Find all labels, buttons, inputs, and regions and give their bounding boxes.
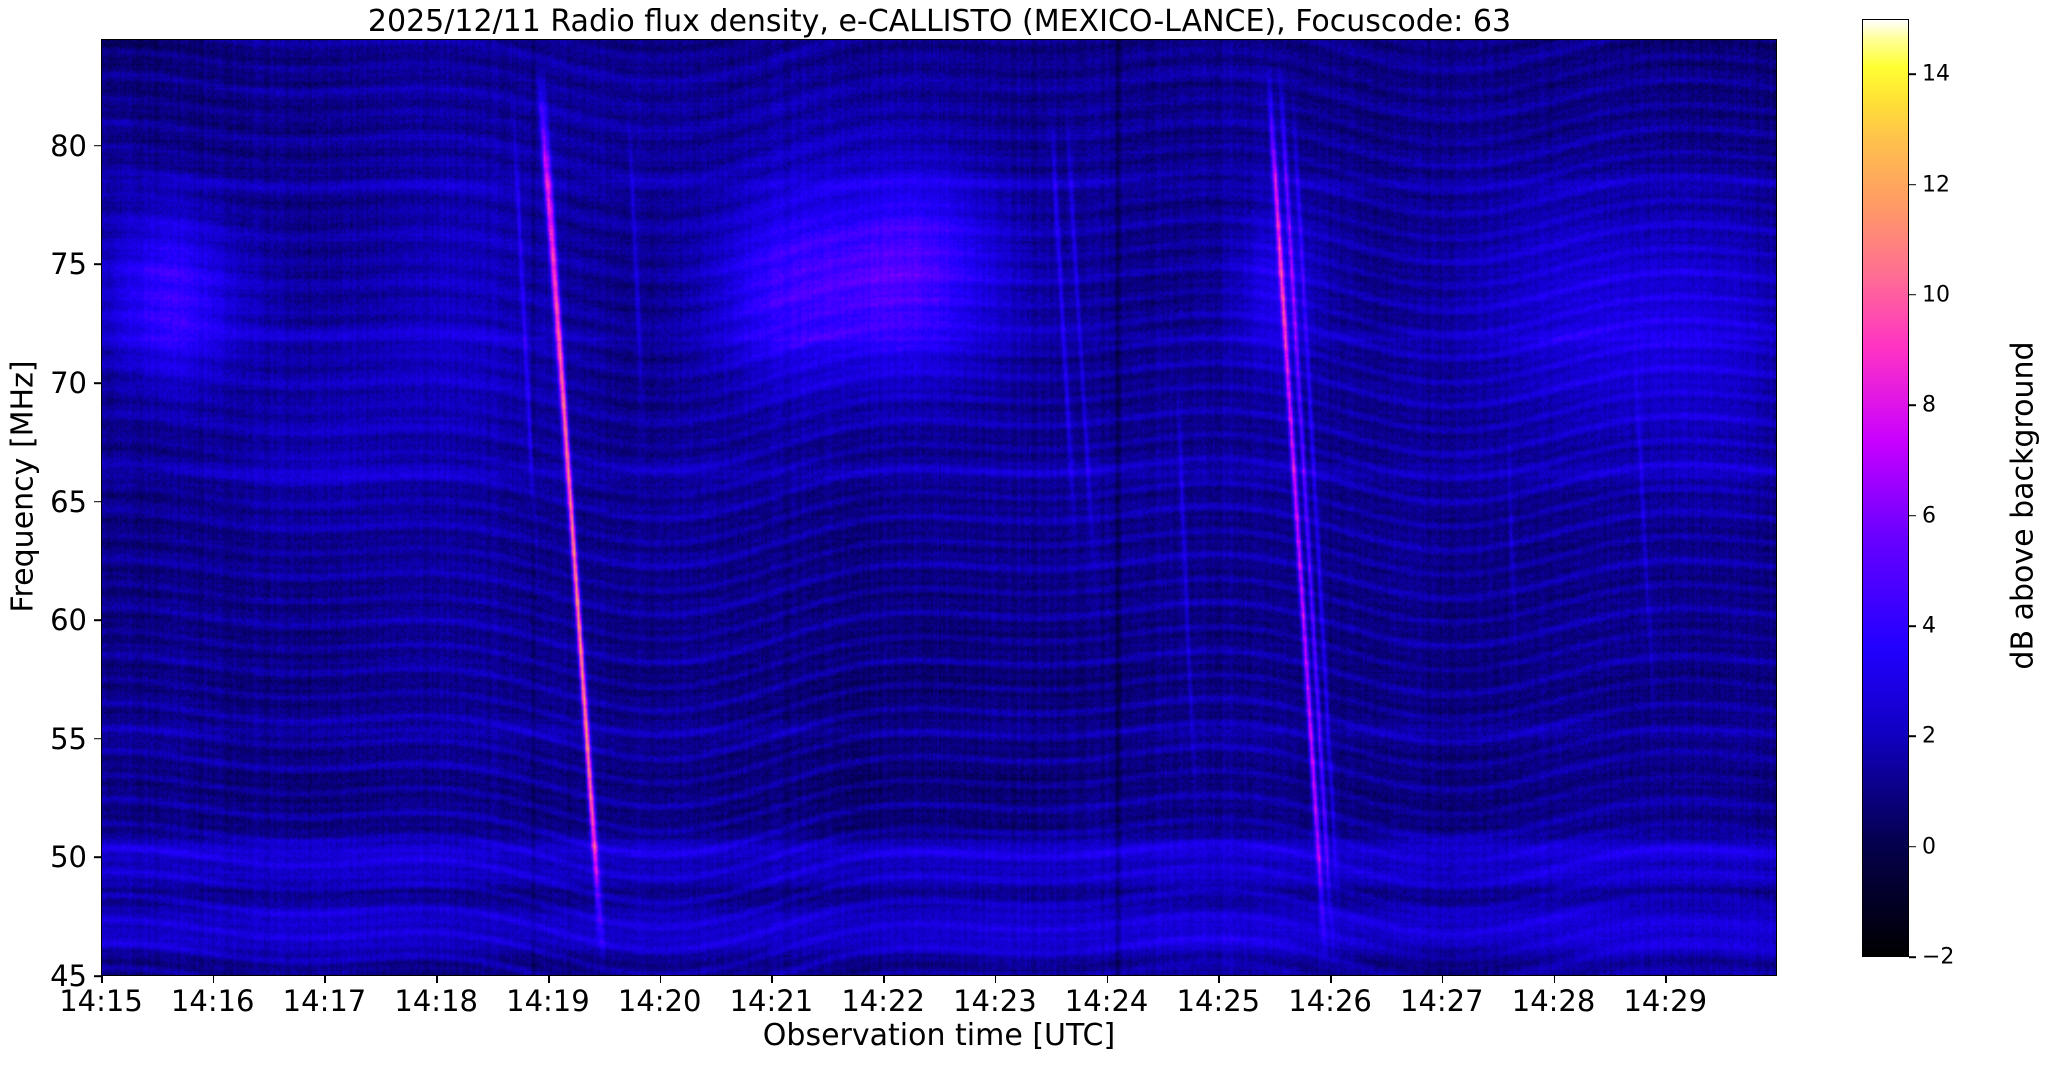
y-axis-label: Frequency [MHz] [5,360,41,613]
y-tick-mark [94,500,101,503]
x-tick-mark [436,976,438,983]
colorbar-tick-mark [1909,404,1916,407]
x-tick-mark [324,976,327,983]
y-tick-label: 45 [50,959,87,993]
colorbar-tick-label: 2 [1922,723,1936,749]
x-tick-label: 14:20 [617,984,702,1018]
y-tick-label: 55 [50,721,87,756]
x-tick-mark [212,976,215,983]
y-tick-label: 80 [50,128,87,163]
x-tick-mark [1330,976,1332,983]
x-axis: 14:15 14:16 14:17 14:18 14:19 14:20 14:21 14:22… [59,976,1777,1022]
colorbar-tick-label: 8 [1922,392,1936,418]
y-tick-mark [94,144,101,147]
colorbar-tick-label: 10 [1922,282,1950,308]
spectrogram-axes[interactable] [101,39,1777,976]
x-tick-label: 14:19 [506,984,590,1018]
x-tick-label: 14:21 [729,984,814,1018]
colorbar-tick-label: 0 [1922,834,1936,860]
colorbar-tick-label: −2 [1922,944,1955,970]
spectrogram-image [102,40,1776,975]
x-tick-label: 14:26 [1288,984,1372,1018]
x-tick-label: 14:27 [1400,984,1484,1018]
x-axis-label: Observation time [UTC] [762,1018,1116,1053]
x-tick-label: 14:29 [1623,984,1708,1018]
y-tick-label: 70 [50,365,87,400]
x-tick-mark [547,976,550,983]
y-tick-mark [94,382,101,384]
colorbar-gradient [1862,19,1909,957]
x-tick-label: 14:17 [282,984,367,1018]
colorbar-tick-label: 14 [1922,61,1950,87]
y-tick-label: 65 [50,484,87,519]
y-tick-mark [94,263,101,266]
page-title: 2025/12/11 Radio flux density, e-CALLIST… [367,4,1512,39]
x-tick-label: 14:25 [1176,984,1261,1018]
x-tick-label: 14:22 [841,984,925,1018]
colorbar-tick-mark [1909,735,1916,738]
y-tick-mark [94,737,101,740]
x-tick-label: 14:24 [1064,984,1149,1018]
colorbar-tick-mark [1909,73,1916,75]
x-tick-mark [101,976,103,983]
colorbar-tick-mark [1909,956,1916,958]
x-tick-mark [994,976,997,983]
x-tick-label: 14:18 [394,984,478,1018]
x-tick-mark [659,976,662,983]
colorbar-tick-label: 6 [1922,503,1936,529]
x-tick-label: 14:16 [170,984,255,1018]
x-tick-mark [771,976,773,983]
x-tick-mark [883,976,885,983]
y-tick-label: 60 [50,603,87,638]
x-tick-label: 14:23 [953,984,1037,1018]
x-tick-label: 14:15 [59,984,143,1018]
colorbar-tick-mark [1909,294,1916,296]
x-tick-label: 14:28 [1511,984,1596,1018]
x-tick-mark [1218,976,1220,983]
y-tick-label: 75 [50,247,87,282]
y-tick-mark [94,856,101,859]
y-tick-label: 50 [50,840,87,875]
x-tick-mark [1665,976,1667,983]
x-tick-mark [1106,976,1109,983]
colorbar-tick-mark [1909,183,1916,186]
colorbar-tick-mark [1909,625,1916,627]
x-tick-mark [1553,976,1556,983]
colorbar-tick-mark [1909,514,1916,517]
y-axis: 45 50 55 60 65 70 75 80 [0,39,101,993]
y-tick-mark [94,975,101,977]
colorbar-axis: −2 0 2 4 6 8 10 12 14 [1909,19,2029,970]
colorbar-tick-label: 4 [1922,613,1936,639]
colorbar-tick-label: 12 [1922,172,1950,198]
x-tick-mark [1441,976,1444,983]
colorbar-label: dB above background [2005,341,2041,670]
colorbar-tick-mark [1909,845,1916,848]
y-tick-mark [94,619,101,621]
